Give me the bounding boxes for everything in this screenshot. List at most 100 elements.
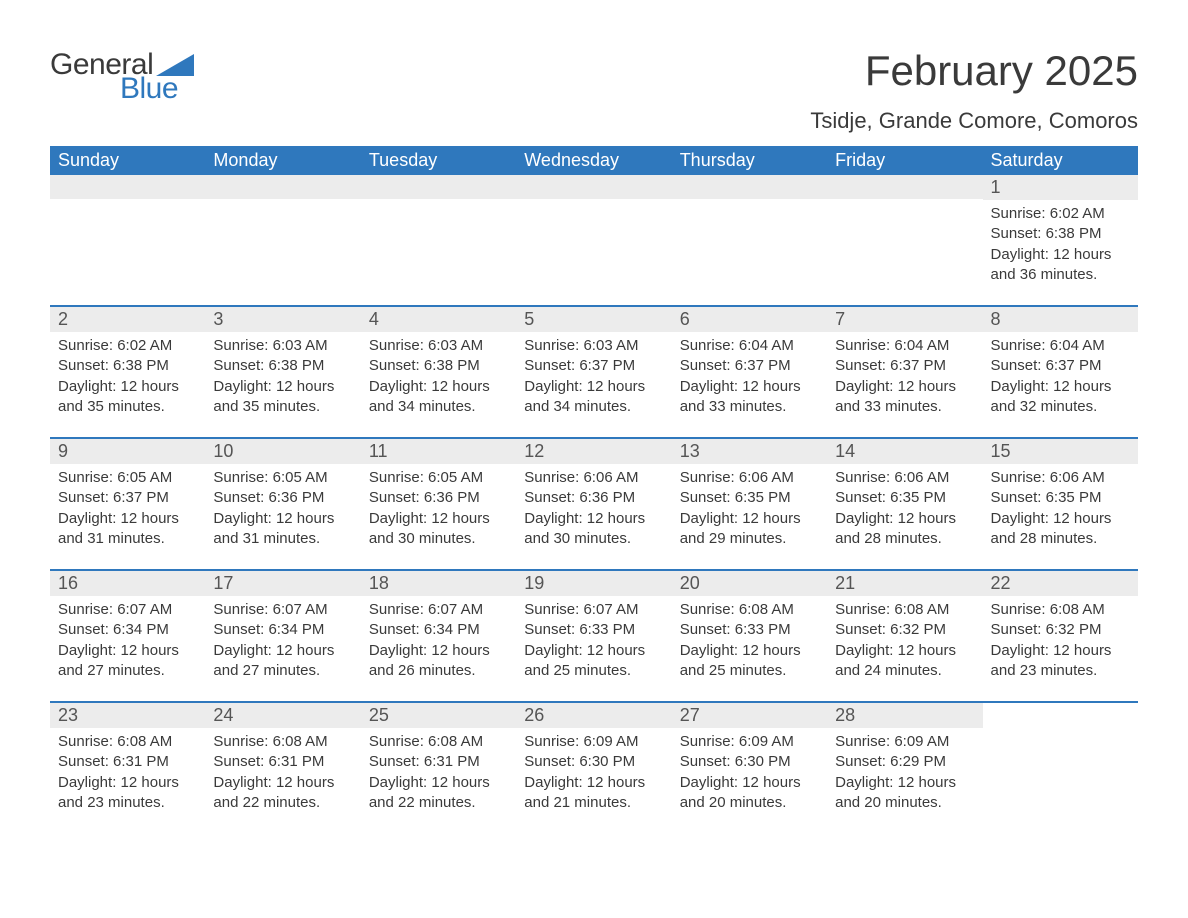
sunset: Sunset: 6:37 PM [524, 356, 663, 376]
sunset-label: Sunset: [213, 753, 268, 770]
sunrise-value: 6:08 AM [117, 733, 172, 750]
daylight-label: Daylight: [524, 774, 587, 791]
day-body: Sunrise: 6:08 AMSunset: 6:31 PM Daylight:… [365, 732, 512, 813]
day-body: Sunrise: 6:05 AMSunset: 6:36 PMDaylight:… [365, 468, 512, 549]
sunrise: Sunrise: 6:09 AM [524, 732, 663, 752]
calendar-cell [672, 175, 827, 306]
day-number: 26 [524, 705, 544, 725]
sunset-label: Sunset: [835, 753, 890, 770]
sunrise-value: 6:09 AM [894, 733, 949, 750]
daylight-label: Daylight: [369, 774, 432, 791]
sunset: Sunset: 6:31 PM [369, 752, 508, 772]
day-body: Sunrise: 6:06 AMSunset: 6:35 PMDaylight:… [987, 468, 1134, 549]
sunset-label: Sunset: [58, 357, 113, 374]
daynum-row: 19 [516, 571, 671, 596]
daylight: Daylight: 12 hours and 34 minutes. [369, 377, 508, 418]
daynum-row: 14 [827, 439, 982, 464]
day-body: Sunrise: 6:07 AMSunset: 6:34 PMDaylight:… [209, 600, 356, 681]
calendar-cell: 16Sunrise: 6:07 AMSunset: 6:34 PMDayligh… [50, 570, 205, 702]
daylight: Daylight: 12 hours and 28 minutes. [991, 509, 1130, 550]
sunset-label: Sunset: [213, 489, 268, 506]
daynum-row: 1 [983, 175, 1138, 200]
daylight: Daylight: 12 hours and 27 minutes. [58, 641, 197, 682]
calendar-cell: 1Sunrise: 6:02 AMSunset: 6:38 PMDaylight… [983, 175, 1138, 306]
sunset: Sunset: 6:35 PM [991, 488, 1130, 508]
daynum-row: 3 [205, 307, 360, 332]
sunrise-label: Sunrise: [213, 337, 272, 354]
sunrise: Sunrise: 6:08 AM [369, 732, 508, 752]
daylight: Daylight: 12 hours and 20 minutes. [835, 773, 974, 814]
calendar-row: 1Sunrise: 6:02 AMSunset: 6:38 PMDaylight… [50, 175, 1138, 306]
sunset-label: Sunset: [369, 357, 424, 374]
day-number: 27 [680, 705, 700, 725]
sunset-value: 6:35 PM [735, 489, 791, 506]
day-body: Sunrise: 6:07 AMSunset: 6:33 PMDaylight:… [520, 600, 667, 681]
daynum-row: 24 [205, 703, 360, 728]
daynum-row: 28 [827, 703, 982, 728]
sunrise-value: 6:08 AM [894, 601, 949, 618]
daylight: Daylight: 12 hours and 33 minutes. [680, 377, 819, 418]
sunset-value: 6:37 PM [579, 357, 635, 374]
daylight-label: Daylight: [991, 510, 1054, 527]
day-body: Sunrise: 6:05 AMSunset: 6:37 PMDaylight:… [54, 468, 201, 549]
sunrise: Sunrise: 6:02 AM [58, 336, 197, 356]
sunset-value: 6:31 PM [113, 753, 169, 770]
sunset-value: 6:30 PM [579, 753, 635, 770]
sunrise: Sunrise: 6:08 AM [835, 600, 974, 620]
daylight: Daylight: 12 hours and 35 minutes. [213, 377, 352, 418]
sunset-label: Sunset: [680, 753, 735, 770]
daynum-row [361, 175, 516, 199]
daynum-row [672, 175, 827, 199]
daylight: Daylight: 12 hours and 35 minutes. [58, 377, 197, 418]
sunset-value: 6:38 PM [424, 357, 480, 374]
sunrise: Sunrise: 6:08 AM [213, 732, 352, 752]
sunrise-label: Sunrise: [369, 601, 428, 618]
calendar-cell [983, 702, 1138, 833]
sunset-value: 6:38 PM [1046, 225, 1102, 242]
sunrise: Sunrise: 6:04 AM [991, 336, 1130, 356]
weekday-thursday: Thursday [672, 146, 827, 175]
sunset-value: 6:38 PM [268, 357, 324, 374]
daylight: Daylight: 12 hours and 22 minutes. [213, 773, 352, 814]
sunrise: Sunrise: 6:02 AM [991, 204, 1130, 224]
daylight-label: Daylight: [835, 510, 898, 527]
daylight: Daylight: 12 hours and 20 minutes. [680, 773, 819, 814]
daynum-row: 11 [361, 439, 516, 464]
sunrise-label: Sunrise: [369, 733, 428, 750]
calendar-cell: 9Sunrise: 6:05 AMSunset: 6:37 PMDaylight… [50, 438, 205, 570]
sunset-label: Sunset: [369, 489, 424, 506]
calendar-cell: 25Sunrise: 6:08 AMSunset: 6:31 PMDayligh… [361, 702, 516, 833]
daylight-label: Daylight: [369, 510, 432, 527]
sunrise-value: 6:07 AM [583, 601, 638, 618]
sunset-value: 6:35 PM [1046, 489, 1102, 506]
daylight-label: Daylight: [680, 510, 743, 527]
day-body: Sunrise: 6:03 AMSunset: 6:38 PMDaylight:… [209, 336, 356, 417]
sunset-label: Sunset: [524, 753, 579, 770]
daynum-row [205, 175, 360, 199]
day-number: 16 [58, 573, 78, 593]
daynum-row: 6 [672, 307, 827, 332]
sunset-label: Sunset: [213, 357, 268, 374]
sunrise-label: Sunrise: [680, 733, 739, 750]
daylight: Daylight: 12 hours and 31 minutes. [213, 509, 352, 550]
sunset: Sunset: 6:35 PM [835, 488, 974, 508]
day-body: Sunrise: 6:06 AMSunset: 6:35 PMDaylight:… [676, 468, 823, 549]
sunrise: Sunrise: 6:07 AM [58, 600, 197, 620]
day-body: Sunrise: 6:06 AMSunset: 6:35 PMDaylight:… [831, 468, 978, 549]
daynum-row: 13 [672, 439, 827, 464]
calendar-cell: 7Sunrise: 6:04 AMSunset: 6:37 PMDaylight… [827, 306, 982, 438]
sunset-value: 6:33 PM [579, 621, 635, 638]
day-body: Sunrise: 6:04 AMSunset: 6:37 PMDaylight:… [676, 336, 823, 417]
sunset-label: Sunset: [680, 357, 735, 374]
daylight-label: Daylight: [58, 510, 121, 527]
sunset: Sunset: 6:32 PM [991, 620, 1130, 640]
daylight-label: Daylight: [991, 246, 1054, 263]
daylight-label: Daylight: [680, 378, 743, 395]
sunset: Sunset: 6:37 PM [991, 356, 1130, 376]
day-number: 7 [835, 309, 845, 329]
daynum-row: 2 [50, 307, 205, 332]
page: General Blue February 2025 Tsidje, Grand… [0, 0, 1188, 863]
title-block: February 2025 Tsidje, Grande Comore, Com… [810, 50, 1138, 134]
day-body: Sunrise: 6:03 AMSunset: 6:38 PMDaylight:… [365, 336, 512, 417]
sunrise-value: 6:04 AM [739, 337, 794, 354]
